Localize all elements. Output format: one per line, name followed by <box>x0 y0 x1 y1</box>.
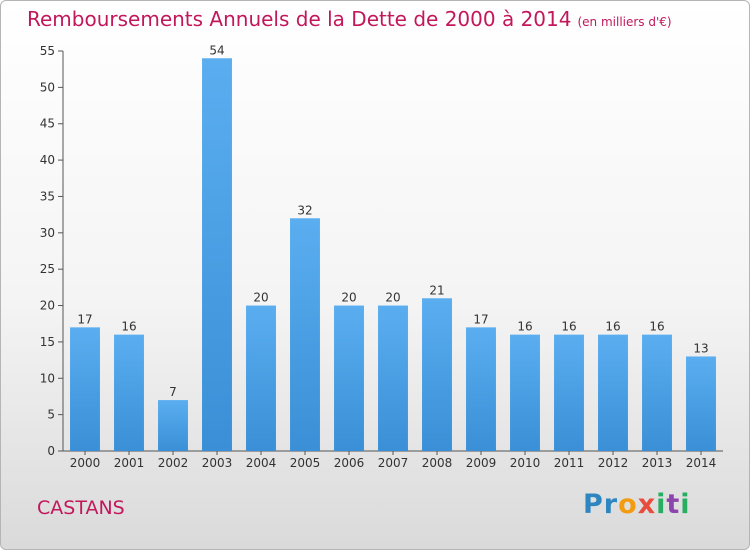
x-tick-label: 2003 <box>202 456 233 470</box>
data-label: 16 <box>561 320 576 334</box>
bar <box>422 298 452 451</box>
logo-letter: t <box>666 489 681 520</box>
y-tick-label: 55 <box>40 44 55 58</box>
data-label: 16 <box>605 320 620 334</box>
bar <box>114 334 144 451</box>
data-label: 21 <box>429 283 444 297</box>
y-tick-label: 15 <box>40 335 55 349</box>
logo-letter: x <box>637 489 657 520</box>
bar <box>70 327 100 451</box>
x-tick-label: 2010 <box>510 456 541 470</box>
y-tick-label: 20 <box>40 299 55 313</box>
bar <box>378 305 408 451</box>
bar <box>598 334 628 451</box>
x-tick-label: 2011 <box>554 456 585 470</box>
y-tick-label: 50 <box>40 80 55 94</box>
data-label: 20 <box>385 291 400 305</box>
y-tick-label: 30 <box>40 226 55 240</box>
data-label: 32 <box>297 203 312 217</box>
x-tick-label: 2008 <box>422 456 453 470</box>
place-name: CASTANS <box>37 497 125 519</box>
bar <box>686 356 716 451</box>
bar <box>554 334 584 451</box>
y-tick-label: 0 <box>47 444 55 458</box>
bar <box>158 400 188 451</box>
y-tick-label: 35 <box>40 189 55 203</box>
y-tick-label: 5 <box>47 408 55 422</box>
x-tick-label: 2001 <box>114 456 145 470</box>
y-tick-label: 40 <box>40 153 55 167</box>
x-tick-label: 2009 <box>466 456 497 470</box>
x-tick-label: 2005 <box>290 456 321 470</box>
x-tick-label: 2000 <box>70 456 101 470</box>
bar <box>334 305 364 451</box>
y-tick-label: 45 <box>40 117 55 131</box>
logo-letter: P <box>583 489 604 520</box>
data-label: 16 <box>649 320 664 334</box>
bar <box>466 327 496 451</box>
logo-letter: o <box>618 489 638 520</box>
data-label: 16 <box>517 320 532 334</box>
data-label: 54 <box>209 43 224 57</box>
x-tick-label: 2002 <box>158 456 189 470</box>
data-label: 16 <box>121 320 136 334</box>
x-tick-label: 2004 <box>246 456 277 470</box>
logo-letter: i <box>680 489 691 520</box>
data-label: 17 <box>473 312 488 326</box>
chart-title: Remboursements Annuels de la Dette de 20… <box>27 7 672 31</box>
bar <box>290 218 320 451</box>
chart-subtitle: (en milliers d'€) <box>577 15 672 29</box>
x-tick-label: 2012 <box>598 456 629 470</box>
y-tick-label: 25 <box>40 262 55 276</box>
logo-letter: r <box>603 489 619 520</box>
bar <box>642 334 672 451</box>
y-tick-label: 10 <box>40 371 55 385</box>
bar <box>202 58 232 451</box>
x-tick-label: 2007 <box>378 456 409 470</box>
data-label: 17 <box>77 312 92 326</box>
data-label: 20 <box>253 291 268 305</box>
data-label: 7 <box>169 385 177 399</box>
data-label: 20 <box>341 291 356 305</box>
proxiti-logo: Proxiti <box>583 489 691 520</box>
bar <box>246 305 276 451</box>
data-label: 13 <box>693 341 708 355</box>
logo-letter: i <box>656 489 667 520</box>
bar <box>510 334 540 451</box>
x-tick-label: 2013 <box>642 456 673 470</box>
x-tick-label: 2006 <box>334 456 365 470</box>
x-tick-label: 2014 <box>686 456 717 470</box>
